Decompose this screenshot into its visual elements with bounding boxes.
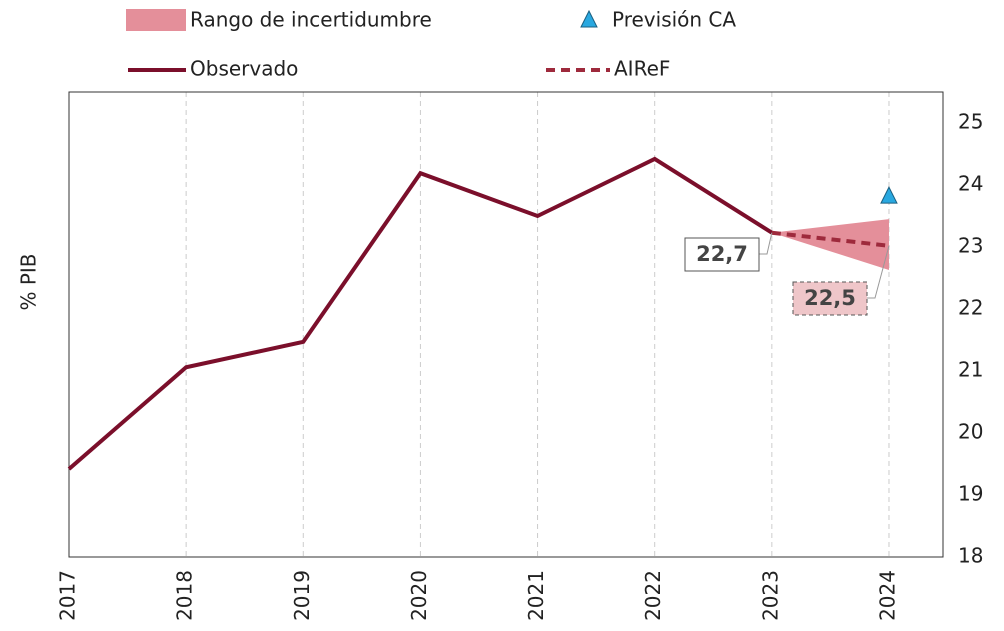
x-tick-label: 2019 bbox=[290, 570, 314, 621]
x-tick-label: 2017 bbox=[56, 570, 80, 621]
annotation: 22,7 bbox=[696, 242, 748, 266]
y-tick-label: 20 bbox=[958, 420, 983, 444]
legend-label: Observado bbox=[190, 57, 298, 81]
legend-label: AIReF bbox=[614, 57, 670, 81]
y-tick-label: 18 bbox=[958, 544, 983, 568]
annotation-box bbox=[684, 237, 760, 272]
legend-swatch bbox=[580, 9, 598, 28]
triangle-marker bbox=[880, 186, 898, 204]
x-tick-label: 2023 bbox=[758, 570, 782, 621]
y-tick-label: 25 bbox=[958, 110, 983, 134]
legend-label: Rango de incertidumbre bbox=[190, 8, 432, 32]
x-tick-label: 2021 bbox=[524, 570, 548, 621]
y-tick-label: 23 bbox=[958, 234, 983, 258]
legend-label: Previsión CA bbox=[612, 8, 736, 32]
y-tick-label: 24 bbox=[958, 172, 983, 196]
y-tick-label: 22 bbox=[958, 296, 983, 320]
x-tick-label: 2022 bbox=[641, 570, 665, 621]
annotation: 22,5 bbox=[804, 286, 856, 310]
uncertainty-band bbox=[771, 219, 889, 270]
leader-line bbox=[867, 245, 890, 299]
legend-swatch bbox=[126, 9, 186, 31]
x-tick-label: 2018 bbox=[173, 570, 197, 621]
line bbox=[67, 156, 773, 471]
x-tick-label: 2024 bbox=[875, 570, 899, 621]
x-tick-label: 2020 bbox=[407, 570, 431, 621]
y-tick-label: 19 bbox=[958, 482, 983, 506]
line bbox=[771, 230, 890, 248]
annotation-box bbox=[792, 281, 868, 316]
plot-frame bbox=[68, 91, 944, 558]
leader-line bbox=[759, 232, 773, 255]
y-axis-label: % PIB bbox=[17, 253, 41, 310]
y-tick-label: 21 bbox=[958, 358, 983, 382]
